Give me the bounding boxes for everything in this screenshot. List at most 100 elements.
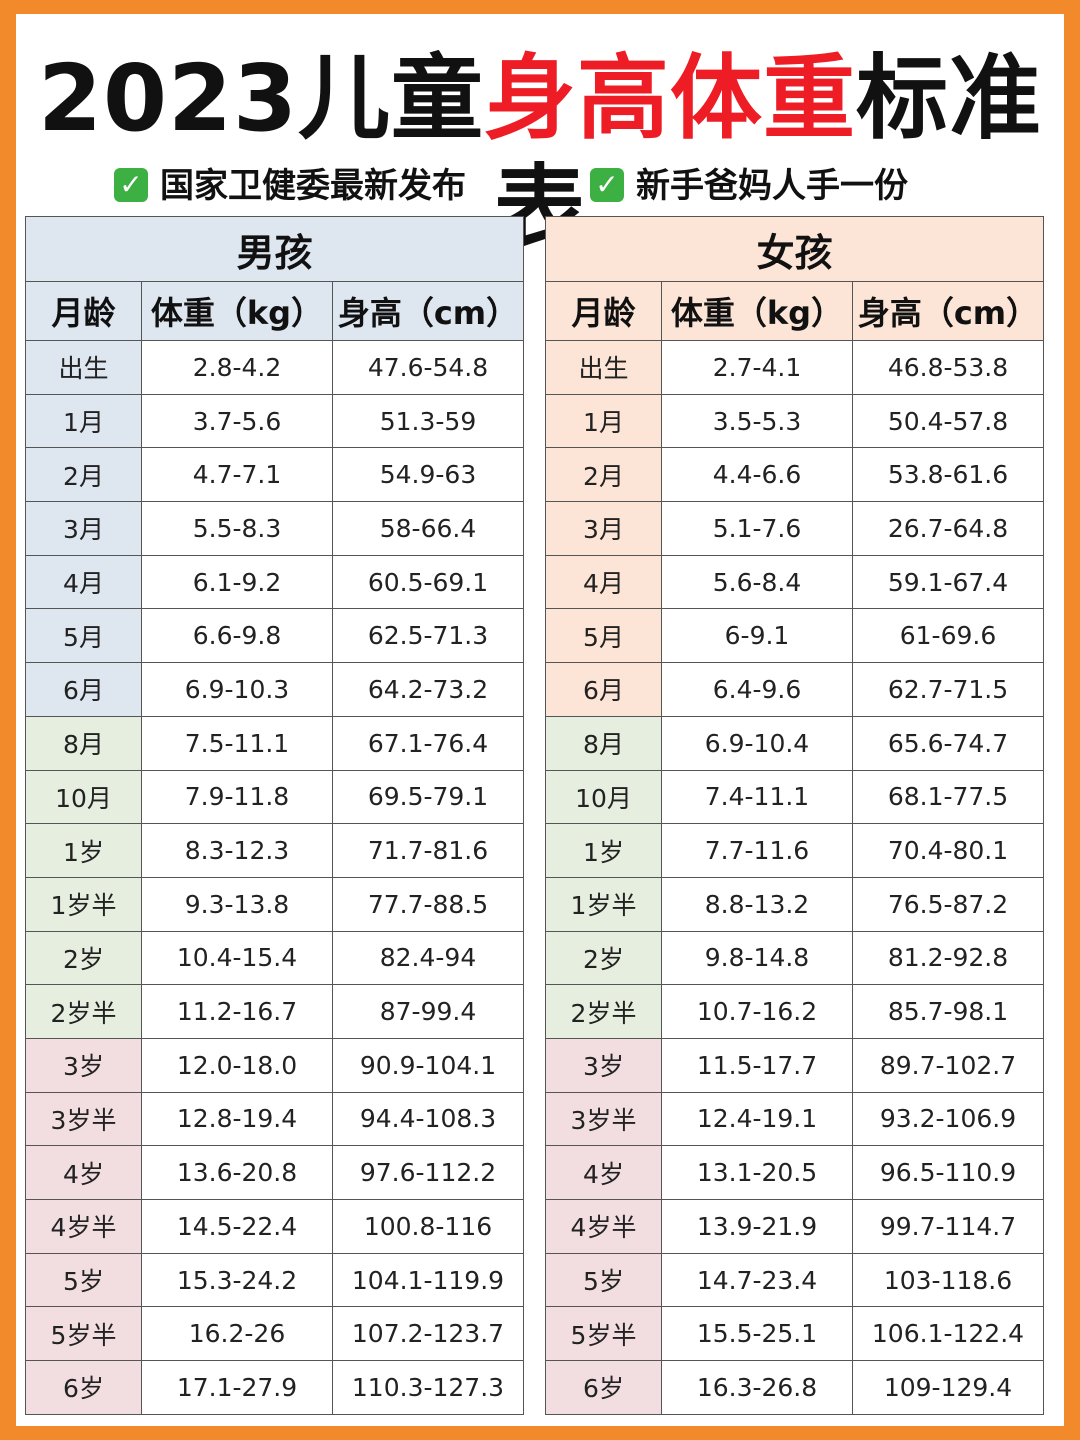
weight-cell: 16.2-26 xyxy=(141,1306,333,1362)
age-cell: 2月 xyxy=(25,447,142,503)
height-cell: 76.5-87.2 xyxy=(852,876,1044,932)
table-row: 1月 3.5-5.3 50.4-57.8 xyxy=(545,393,1044,449)
weight-cell: 7.5-11.1 xyxy=(141,715,333,771)
table-row: 8月 6.9-10.4 65.6-74.7 xyxy=(545,715,1044,771)
weight-cell: 3.7-5.6 xyxy=(141,393,333,449)
subtitle-2-text: 新手爸妈人手一份 xyxy=(636,166,908,206)
table-row: 2月 4.4-6.6 53.8-61.6 xyxy=(545,447,1044,503)
age-column-header: 月龄 xyxy=(545,281,662,341)
table-row: 3月 5.5-8.3 58-66.4 xyxy=(25,501,524,556)
table-row: 3岁半 12.8-19.4 94.4-108.3 xyxy=(25,1091,524,1147)
table-row: 1岁半 9.3-13.8 77.7-88.5 xyxy=(25,876,524,932)
table-row: 8月 7.5-11.1 67.1-76.4 xyxy=(25,715,524,771)
height-cell: 65.6-74.7 xyxy=(852,715,1044,771)
age-cell: 2岁 xyxy=(545,930,662,986)
age-cell: 6岁 xyxy=(25,1360,142,1415)
weight-cell: 4.4-6.6 xyxy=(661,447,853,503)
height-cell: 67.1-76.4 xyxy=(332,715,524,771)
table-row: 2月 4.7-7.1 54.9-63 xyxy=(25,447,524,503)
height-cell: 51.3-59 xyxy=(332,393,524,449)
table-row: 4月 5.6-8.4 59.1-67.4 xyxy=(545,554,1044,610)
age-cell: 1岁 xyxy=(545,823,662,878)
height-cell: 106.1-122.4 xyxy=(852,1306,1044,1362)
age-cell: 3岁半 xyxy=(25,1091,142,1147)
weight-cell: 6.9-10.3 xyxy=(141,662,333,717)
boys-table: 男孩 月龄 体重（kg） 身高（cm） 出生 2.8-4.2 47.6-54.8 1月… xyxy=(25,216,524,1415)
height-cell: 62.7-71.5 xyxy=(852,662,1044,717)
table-row: 10月 7.9-11.8 69.5-79.1 xyxy=(25,769,524,825)
height-column-header: 身高（cm） xyxy=(852,281,1044,341)
age-cell: 5月 xyxy=(25,608,142,664)
height-cell: 58-66.4 xyxy=(332,501,524,556)
height-cell: 54.9-63 xyxy=(332,447,524,503)
height-cell: 107.2-123.7 xyxy=(332,1306,524,1362)
height-cell: 60.5-69.1 xyxy=(332,554,524,610)
height-cell: 100.8-116 xyxy=(332,1199,524,1254)
weight-cell: 13.6-20.8 xyxy=(141,1145,333,1200)
table-row: 10月 7.4-11.1 68.1-77.5 xyxy=(545,769,1044,825)
age-cell: 8月 xyxy=(25,715,142,771)
age-cell: 4岁半 xyxy=(545,1199,662,1254)
table-row: 5月 6-9.1 61-69.6 xyxy=(545,608,1044,664)
age-cell: 3月 xyxy=(545,501,662,556)
weight-cell: 17.1-27.9 xyxy=(141,1360,333,1415)
check-icon: ✓ xyxy=(114,167,148,202)
weight-cell: 9.3-13.8 xyxy=(141,876,333,932)
subtitle-1: ✓ 国家卫健委最新发布 xyxy=(114,164,466,208)
age-cell: 1岁半 xyxy=(25,876,142,932)
weight-cell: 6-9.1 xyxy=(661,608,853,664)
table-row: 6岁 16.3-26.8 109-129.4 xyxy=(545,1360,1044,1415)
weight-cell: 12.8-19.4 xyxy=(141,1091,333,1147)
table-row: 4岁 13.6-20.8 97.6-112.2 xyxy=(25,1145,524,1200)
height-cell: 110.3-127.3 xyxy=(332,1360,524,1415)
height-cell: 77.7-88.5 xyxy=(332,876,524,932)
weight-cell: 13.1-20.5 xyxy=(661,1145,853,1200)
height-cell: 82.4-94 xyxy=(332,930,524,986)
age-cell: 出生 xyxy=(25,340,142,395)
height-cell: 71.7-81.6 xyxy=(332,823,524,878)
table-row: 1岁 8.3-12.3 71.7-81.6 xyxy=(25,823,524,878)
weight-cell: 11.5-17.7 xyxy=(661,1037,853,1093)
table-row: 2岁半 10.7-16.2 85.7-98.1 xyxy=(545,984,1044,1039)
height-cell: 94.4-108.3 xyxy=(332,1091,524,1147)
height-cell: 93.2-106.9 xyxy=(852,1091,1044,1147)
height-cell: 103-118.6 xyxy=(852,1252,1044,1308)
table-row: 3岁 11.5-17.7 89.7-102.7 xyxy=(545,1037,1044,1093)
weight-column-header: 体重（kg） xyxy=(141,281,333,341)
age-cell: 5岁 xyxy=(545,1252,662,1308)
table-row: 5岁 14.7-23.4 103-118.6 xyxy=(545,1252,1044,1308)
height-cell: 46.8-53.8 xyxy=(852,340,1044,395)
title-part2: 身高体重 xyxy=(484,45,857,152)
height-cell: 64.2-73.2 xyxy=(332,662,524,717)
weight-cell: 5.5-8.3 xyxy=(141,501,333,556)
table-row: 2岁半 11.2-16.7 87-99.4 xyxy=(25,984,524,1039)
weight-cell: 7.9-11.8 xyxy=(141,769,333,825)
age-cell: 8月 xyxy=(545,715,662,771)
weight-cell: 14.7-23.4 xyxy=(661,1252,853,1308)
weight-column-header: 体重（kg） xyxy=(661,281,853,341)
subtitle-2: ✓ 新手爸妈人手一份 xyxy=(590,164,908,208)
weight-cell: 15.5-25.1 xyxy=(661,1306,853,1362)
weight-cell: 6.1-9.2 xyxy=(141,554,333,610)
height-cell: 87-99.4 xyxy=(332,984,524,1039)
weight-cell: 7.7-11.6 xyxy=(661,823,853,878)
table-row: 出生 2.8-4.2 47.6-54.8 xyxy=(25,340,524,395)
height-cell: 96.5-110.9 xyxy=(852,1145,1044,1200)
height-cell: 59.1-67.4 xyxy=(852,554,1044,610)
height-cell: 104.1-119.9 xyxy=(332,1252,524,1308)
weight-cell: 14.5-22.4 xyxy=(141,1199,333,1254)
height-cell: 62.5-71.3 xyxy=(332,608,524,664)
title-part1: 2023儿童 xyxy=(37,45,485,152)
height-cell: 68.1-77.5 xyxy=(852,769,1044,825)
page-sheet: 2023儿童身高体重标准表 ✓ 国家卫健委最新发布 ✓ 新手爸妈人手一份 男孩 月龄… xyxy=(16,14,1064,1426)
age-cell: 4岁半 xyxy=(25,1199,142,1254)
height-cell: 90.9-104.1 xyxy=(332,1037,524,1093)
table-row: 6月 6.9-10.3 64.2-73.2 xyxy=(25,662,524,717)
age-cell: 3岁半 xyxy=(545,1091,662,1147)
age-cell: 1岁半 xyxy=(545,876,662,932)
table-row: 2岁 10.4-15.4 82.4-94 xyxy=(25,930,524,986)
weight-cell: 11.2-16.7 xyxy=(141,984,333,1039)
check-icon: ✓ xyxy=(590,167,624,202)
weight-cell: 13.9-21.9 xyxy=(661,1199,853,1254)
age-cell: 5岁 xyxy=(25,1252,142,1308)
